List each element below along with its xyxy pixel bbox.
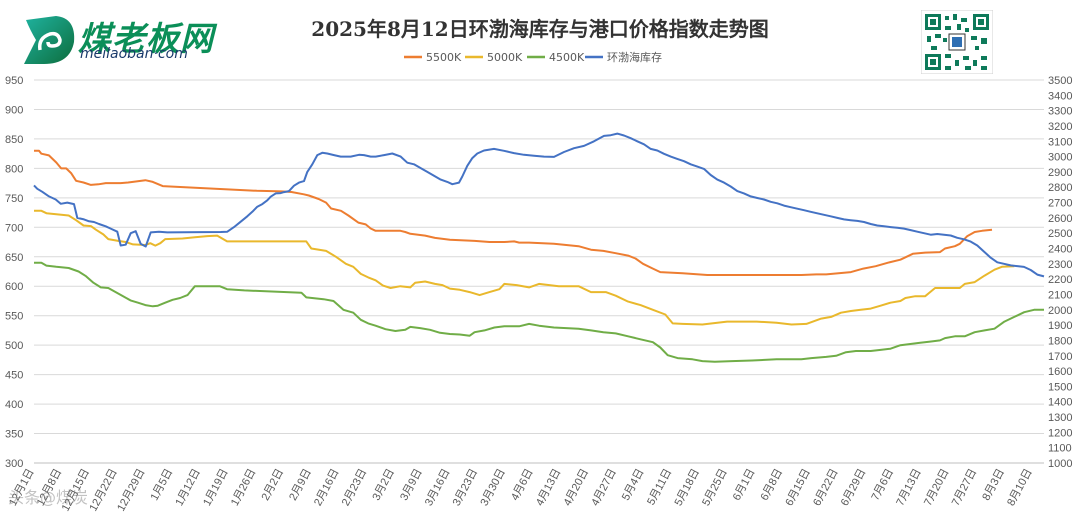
x-tick-label: 3月9日 [398, 467, 425, 503]
y-left-tick-label: 400 [5, 399, 23, 411]
y-right-tick-label: 2500 [1048, 228, 1072, 240]
y-left-tick-label: 500 [5, 340, 23, 352]
y-right-tick-label: 3100 [1048, 136, 1072, 148]
legend-label: 5500K [426, 51, 462, 64]
y-left-tick-label: 550 [5, 311, 23, 323]
x-tick-label: 2月16日 [312, 467, 342, 508]
y-left-tick-label: 800 [5, 163, 23, 175]
x-tick-label: 3月2日 [370, 467, 397, 503]
series-line [33, 132, 1045, 278]
x-tick-label: 5月11日 [645, 467, 674, 508]
y-right-tick-label: 3000 [1048, 152, 1072, 164]
logo: 煤老板网 meilaoban·com [18, 10, 258, 68]
chart-title: 2025年8月12日环渤海库存与港口价格指数走势图 [311, 17, 769, 41]
y-right-tick-label: 1700 [1048, 351, 1072, 363]
x-tick-label: 6月8日 [759, 467, 786, 503]
legend-label: 环渤海库存 [607, 50, 662, 64]
x-tick-label: 1月19日 [201, 467, 231, 508]
y-right-tick-label: 3400 [1048, 90, 1072, 102]
qr-code-icon [921, 10, 993, 74]
y-right-tick-label: 2000 [1048, 305, 1072, 317]
y-right-tick-label: 2800 [1048, 182, 1072, 194]
series-line [34, 149, 993, 276]
x-tick-label: 2月2日 [260, 467, 287, 503]
y-right-tick-label: 2100 [1048, 289, 1072, 301]
y-right-tick-label: 1300 [1048, 412, 1072, 424]
y-left-tick-label: 650 [5, 252, 23, 264]
x-tick-label: 5月25日 [700, 467, 730, 508]
y-right-tick-label: 3300 [1048, 106, 1072, 118]
x-tick-label: 3月16日 [423, 467, 453, 508]
y-right-tick-label: 3500 [1048, 75, 1072, 87]
x-tick-label: 6月15日 [783, 467, 813, 508]
series-line [34, 209, 1015, 326]
x-tick-label: 3月23日 [451, 467, 481, 508]
series-line [34, 261, 1044, 363]
y-right-tick-label: 1100 [1048, 443, 1072, 455]
x-tick-label: 3月30日 [478, 467, 508, 508]
x-tick-label: 2月9日 [287, 467, 314, 503]
y-left-tick-label: 950 [5, 75, 23, 87]
logo-emblem-icon [24, 16, 75, 64]
logo-text: 煤老板网 [78, 19, 214, 58]
x-tick-label: 12月29日 [115, 467, 147, 514]
x-tick-label: 7月6日 [869, 467, 896, 503]
x-tick-label: 5月4日 [620, 467, 647, 503]
y-right-tick-label: 1000 [1048, 458, 1072, 470]
y-right-tick-label: 2600 [1048, 213, 1072, 225]
y-right-tick-label: 1600 [1048, 366, 1072, 378]
y-right-tick-label: 2900 [1048, 167, 1072, 179]
x-tick-label: 6月29日 [839, 467, 869, 508]
legend-label: 5000K [487, 51, 523, 64]
watermark: 头条@煤炭 [8, 488, 89, 507]
y-left-tick-label: 600 [5, 281, 23, 293]
x-tick-label: 7月27日 [950, 467, 980, 508]
y-left-tick-label: 750 [5, 193, 23, 205]
y-right-tick-label: 1800 [1048, 335, 1072, 347]
legend-label: 4500K [549, 51, 585, 64]
y-right-tick-label: 2200 [1048, 274, 1072, 286]
y-right-tick-label: 1900 [1048, 320, 1072, 332]
y-right-tick-label: 2400 [1048, 244, 1072, 256]
x-tick-label: 6月1日 [731, 467, 758, 503]
y-left-tick-label: 350 [5, 429, 23, 441]
y-right-tick-label: 2700 [1048, 198, 1072, 210]
x-tick-label: 7月20日 [922, 467, 952, 508]
y-right-tick-label: 1500 [1048, 381, 1072, 393]
x-tick-label: 4月13日 [534, 467, 564, 508]
x-tick-label: 4月20日 [562, 467, 592, 508]
x-tick-label: 5月18日 [673, 467, 703, 508]
y-right-tick-label: 1400 [1048, 397, 1072, 409]
y-left-tick-label: 700 [5, 222, 23, 234]
x-tick-label: 4月27日 [589, 467, 619, 508]
y-left-tick-label: 850 [5, 134, 23, 146]
x-tick-label: 4月6日 [509, 467, 536, 503]
logo-subtext: meilaoban·com [80, 46, 188, 62]
y-right-tick-label: 1200 [1048, 427, 1072, 439]
x-tick-label: 8月3日 [980, 467, 1007, 503]
y-left-tick-label: 300 [5, 458, 23, 470]
x-tick-label: 7月13日 [894, 467, 924, 508]
x-tick-label: 1月5日 [149, 467, 176, 503]
x-tick-label: 6月22日 [811, 467, 841, 508]
x-tick-label: 1月12日 [173, 467, 203, 508]
y-left-tick-label: 450 [5, 370, 23, 382]
y-right-tick-label: 3200 [1048, 121, 1072, 133]
y-left-tick-label: 900 [5, 104, 23, 116]
x-tick-label: 8月10日 [1005, 467, 1035, 508]
x-tick-label: 2月23日 [340, 467, 370, 508]
y-right-tick-label: 2300 [1048, 259, 1072, 271]
x-tick-label: 1月26日 [229, 467, 259, 508]
